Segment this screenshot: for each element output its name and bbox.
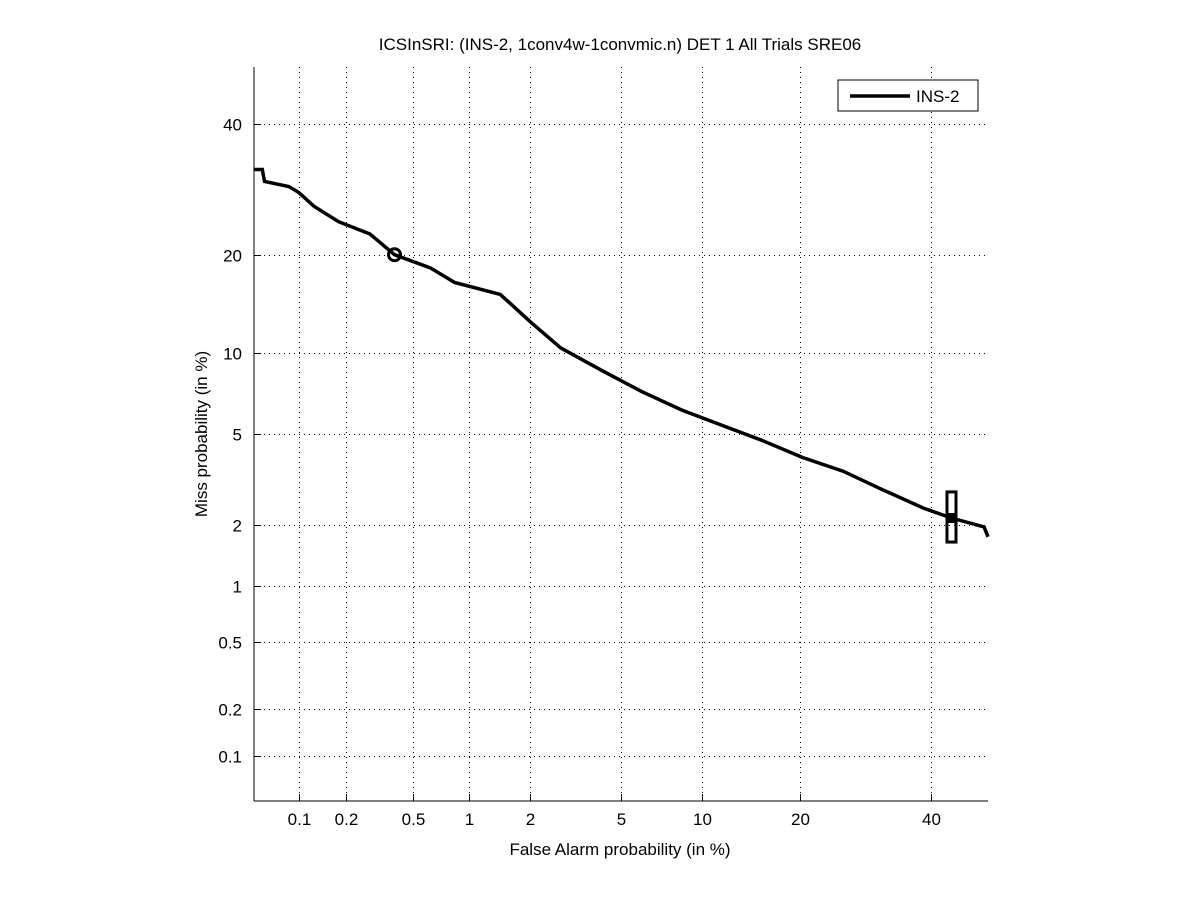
- legend-label-ins-2: INS-2: [916, 87, 959, 106]
- y-axis-title: Miss probability (in %): [192, 351, 211, 517]
- x-tick-label: 0.1: [288, 810, 312, 829]
- y-tick-label: 1: [233, 578, 242, 597]
- y-tick-label: 2: [233, 517, 242, 536]
- x-tick-label: 20: [791, 810, 810, 829]
- legend: INS-2: [837, 79, 979, 112]
- x-tick-label: 0.2: [335, 810, 359, 829]
- x-tick-label: 5: [617, 810, 626, 829]
- y-tick-label: 40: [223, 116, 242, 135]
- y-tick-label: 0.5: [218, 634, 242, 653]
- x-axis-title: False Alarm probability (in %): [509, 840, 730, 859]
- y-tick-label: 5: [233, 426, 242, 445]
- x-tick-label: 10: [693, 810, 712, 829]
- y-tick-label: 20: [223, 247, 242, 266]
- series-line-ins-2: [254, 167, 990, 538]
- y-tick-label: 10: [223, 345, 242, 364]
- actual-dcf-box-center: [946, 512, 956, 523]
- x-tick-label: 2: [526, 810, 535, 829]
- series-layer: [254, 167, 990, 538]
- x-tick-label: 0.5: [402, 810, 426, 829]
- marker-layer: [387, 247, 958, 544]
- x-tick-label: 40: [922, 810, 941, 829]
- min-dcf-circle-marker: [387, 247, 403, 263]
- x-tick-label: 1: [465, 810, 474, 829]
- chart-title: ICSInSRI: (INS-2, 1conv4w-1convmic.n) DE…: [379, 35, 861, 54]
- y-tick-label: 0.2: [218, 701, 242, 720]
- y-tick-label: 0.1: [218, 748, 242, 767]
- tick-layer: 0.1 0.2 0.5 1 2 5 10 20 40 0.1 0.2 0.5 1 2 5 10 20 40: [218, 116, 941, 830]
